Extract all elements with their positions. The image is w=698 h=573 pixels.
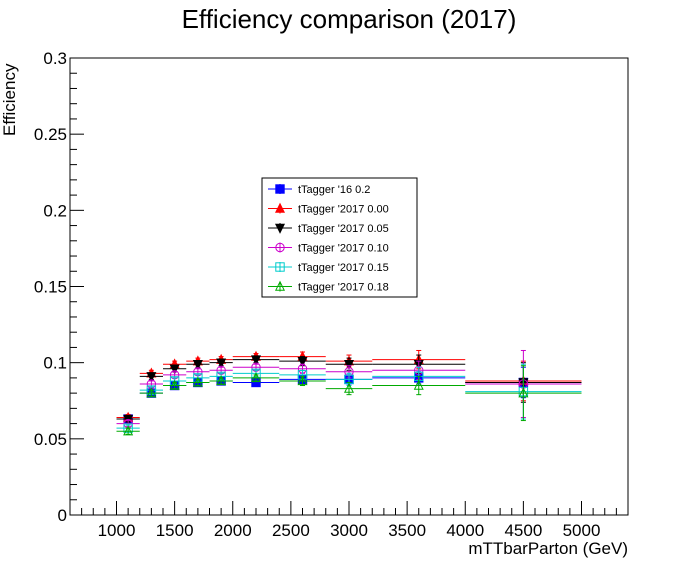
y-tick-label: 0.3 (43, 49, 67, 68)
legend-entry: tTagger '2017 0.05 (268, 223, 389, 235)
series-5 (116, 365, 582, 436)
data-point (413, 379, 424, 390)
data-point (123, 425, 134, 436)
x-tick-label: 1000 (98, 521, 136, 540)
legend-box (261, 177, 418, 298)
legend-label: tTagger '2017 0.05 (298, 223, 389, 235)
chart-title: Efficiency comparison (2017) (182, 4, 517, 34)
legend-entry: tTagger '2017 0.00 (268, 202, 389, 216)
legend-entry: tTagger '2017 0.18 (268, 280, 389, 294)
x-tick-label: 3000 (330, 521, 368, 540)
data-point (343, 382, 355, 393)
y-axis-label: Efficiency (0, 63, 19, 136)
x-tick-label: 3500 (388, 521, 426, 540)
legend-entry: tTagger '2017 0.15 (268, 262, 389, 274)
data-point (192, 376, 203, 387)
y-tick-label: 0.05 (34, 430, 67, 449)
data-point (169, 379, 180, 390)
data-point (343, 359, 355, 371)
x-tick-label: 4000 (446, 521, 484, 540)
legend-entry: tTagger '16 0.2 (268, 184, 370, 196)
legend-marker (275, 262, 285, 272)
legend-marker (274, 280, 286, 291)
data-point (169, 364, 180, 375)
y-tick-label: 0.1 (43, 354, 67, 373)
data-point (192, 359, 203, 371)
y-tick-label: 0 (58, 506, 67, 525)
x-tick-label: 2500 (272, 521, 310, 540)
legend-entry: tTagger '2017 0.10 (268, 242, 389, 255)
y-tick-label: 0.25 (34, 125, 67, 144)
legend-marker (274, 202, 286, 213)
data-point (250, 355, 262, 366)
x-axis-label: mTTbarParton (GeV) (468, 539, 628, 558)
legend-label: tTagger '2017 0.10 (298, 243, 389, 255)
data-point (297, 375, 308, 386)
data-point (216, 358, 227, 369)
legend-marker (274, 223, 286, 234)
y-tick-label: 0.2 (43, 201, 67, 220)
x-tick-label: 1500 (156, 521, 194, 540)
x-tick-label: 2000 (214, 521, 252, 540)
legend-label: tTagger '2017 0.18 (298, 282, 389, 294)
legend: tTagger '16 0.2 tTagger '2017 0.00 tTagger… (261, 177, 418, 298)
data-point (518, 387, 529, 398)
legend-label: tTagger '2017 0.00 (298, 204, 389, 216)
data-point (146, 372, 157, 383)
x-tick-label: 5000 (563, 521, 601, 540)
x-tick-label: 4500 (504, 521, 542, 540)
data-point (216, 375, 227, 386)
data-point (297, 356, 308, 367)
data-point (146, 387, 157, 398)
legend-marker (275, 242, 285, 253)
legend-marker (275, 184, 285, 194)
data-point (250, 372, 262, 383)
legend-label: tTagger '2017 0.15 (298, 262, 389, 274)
y-tick-label: 0.15 (34, 278, 67, 297)
legend-label: tTagger '16 0.2 (298, 184, 370, 196)
